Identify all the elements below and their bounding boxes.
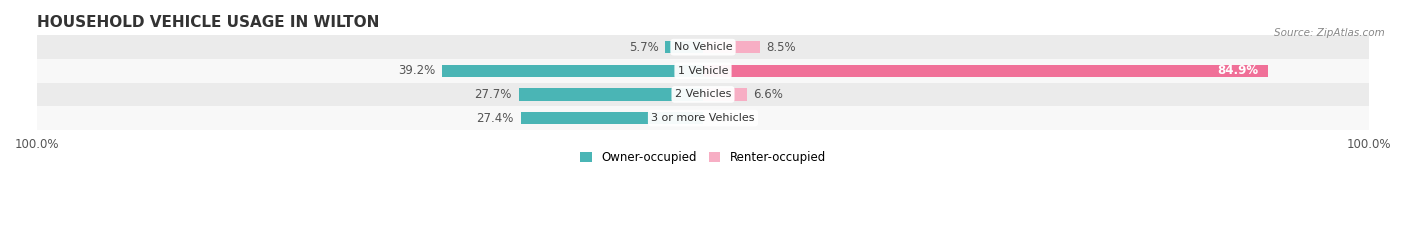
Bar	[441, 65, 703, 77]
Text: 27.7%: 27.7%	[475, 88, 512, 101]
Bar	[37, 59, 1369, 83]
Text: 1 Vehicle: 1 Vehicle	[678, 66, 728, 76]
Text: 84.9%: 84.9%	[1218, 64, 1258, 77]
Text: 8.5%: 8.5%	[766, 41, 796, 54]
Bar	[665, 41, 703, 53]
Text: 6.6%: 6.6%	[754, 88, 783, 101]
Text: 27.4%: 27.4%	[477, 112, 515, 125]
Text: 0.0%: 0.0%	[710, 112, 740, 125]
Bar	[519, 88, 703, 101]
Legend: Owner-occupied, Renter-occupied: Owner-occupied, Renter-occupied	[579, 151, 827, 164]
Bar	[37, 83, 1369, 106]
Text: Source: ZipAtlas.com: Source: ZipAtlas.com	[1274, 28, 1385, 38]
Bar	[520, 112, 703, 124]
Text: HOUSEHOLD VEHICLE USAGE IN WILTON: HOUSEHOLD VEHICLE USAGE IN WILTON	[37, 15, 380, 30]
Text: 5.7%: 5.7%	[628, 41, 658, 54]
Bar	[37, 106, 1369, 130]
Bar	[703, 41, 759, 53]
Bar	[703, 88, 747, 101]
Text: No Vehicle: No Vehicle	[673, 42, 733, 52]
Text: 39.2%: 39.2%	[398, 64, 436, 77]
Bar	[703, 65, 1268, 77]
Text: 3 or more Vehicles: 3 or more Vehicles	[651, 113, 755, 123]
Bar	[37, 35, 1369, 59]
Text: 2 Vehicles: 2 Vehicles	[675, 89, 731, 99]
